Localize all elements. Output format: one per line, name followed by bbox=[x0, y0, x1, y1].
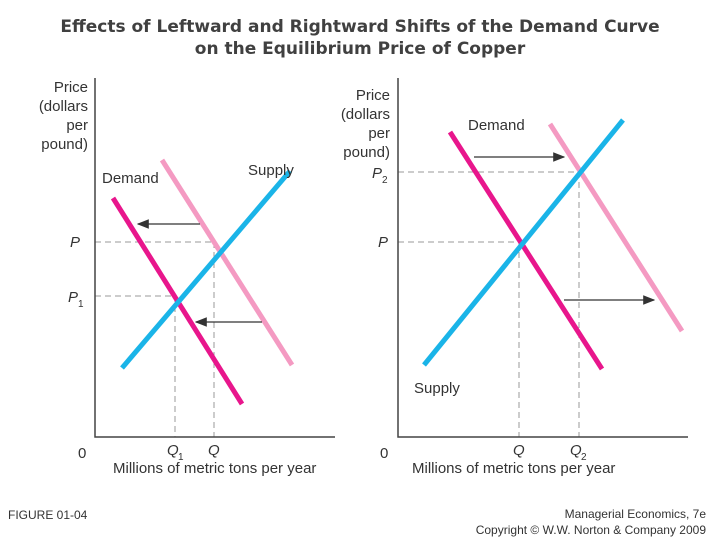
right-y-label-line-4: pound) bbox=[343, 144, 390, 161]
left-supply-label: Supply bbox=[248, 162, 294, 179]
right-quantity-q-label: Q bbox=[513, 442, 525, 459]
right-axes bbox=[397, 78, 688, 438]
book-title: Managerial Economics, 7e bbox=[564, 507, 706, 521]
title-line-1: Effects of Leftward and Rightward Shifts… bbox=[60, 17, 660, 37]
right-quantity-q2-subscript: 2 bbox=[581, 452, 587, 463]
right-y-label-line-2: (dollars bbox=[341, 106, 390, 123]
left-price-p1-label: P 1 bbox=[68, 289, 84, 310]
footer-credits: Managerial Economics, 7e Copyright © W.W… bbox=[476, 506, 706, 538]
right-x-axis-label: Millions of metric tons per year bbox=[412, 460, 615, 477]
right-price-p-label: P bbox=[378, 234, 388, 251]
left-price-p-label: P bbox=[70, 234, 80, 251]
title-line-2: on the Equilibrium Price of Copper bbox=[194, 39, 526, 59]
right-new-demand-curve bbox=[547, 122, 685, 333]
left-demand-label: Demand bbox=[102, 170, 159, 187]
right-price-p2-label: P 2 bbox=[372, 165, 388, 186]
right-y-label-line-3: per bbox=[368, 125, 390, 142]
left-origin-label: 0 bbox=[78, 445, 86, 462]
right-price-p2-subscript: 2 bbox=[382, 175, 388, 186]
left-axes bbox=[94, 78, 335, 438]
right-quantity-q2-label: Q 2 bbox=[570, 442, 587, 463]
left-supply-curve bbox=[120, 169, 292, 370]
right-quantity-q2-letter: Q bbox=[570, 442, 582, 459]
right-y-label-line-1: Price bbox=[356, 87, 390, 104]
left-y-label-line-2: (dollars bbox=[39, 98, 88, 115]
left-quantity-q1-label: Q 1 bbox=[167, 442, 184, 463]
right-price-p2-letter: P bbox=[372, 165, 382, 182]
copyright-notice: Copyright © W.W. Norton & Company 2009 bbox=[475, 523, 706, 537]
right-original-demand-curve bbox=[447, 130, 605, 371]
right-y-axis-label: Price (dollars per pound) bbox=[341, 87, 390, 161]
right-panel: Price (dollars per pound) Demand Supply … bbox=[341, 78, 688, 477]
right-demand-label: Demand bbox=[468, 117, 525, 134]
left-price-p1-letter: P bbox=[68, 289, 78, 306]
left-panel: Price (dollars per pound) Demand Supply … bbox=[39, 78, 335, 477]
right-supply-curve bbox=[422, 118, 625, 367]
left-y-axis-label: Price (dollars per pound) bbox=[39, 79, 88, 153]
left-quantity-q-label: Q bbox=[208, 442, 220, 459]
right-origin-label: 0 bbox=[380, 445, 388, 462]
left-quantity-q1-subscript: 1 bbox=[178, 452, 184, 463]
right-supply-label: Supply bbox=[414, 380, 460, 397]
left-y-label-line-1: Price bbox=[54, 79, 88, 96]
left-price-p1-subscript: 1 bbox=[78, 299, 84, 310]
left-x-axis-label: Millions of metric tons per year bbox=[113, 460, 316, 477]
left-y-label-line-4: pound) bbox=[41, 136, 88, 153]
figure-title: Effects of Leftward and Rightward Shifts… bbox=[0, 16, 720, 60]
left-quantity-q1-letter: Q bbox=[167, 442, 179, 459]
left-new-demand-curve bbox=[159, 158, 295, 367]
left-y-label-line-3: per bbox=[66, 117, 88, 134]
figure-number: FIGURE 01-04 bbox=[8, 508, 88, 522]
